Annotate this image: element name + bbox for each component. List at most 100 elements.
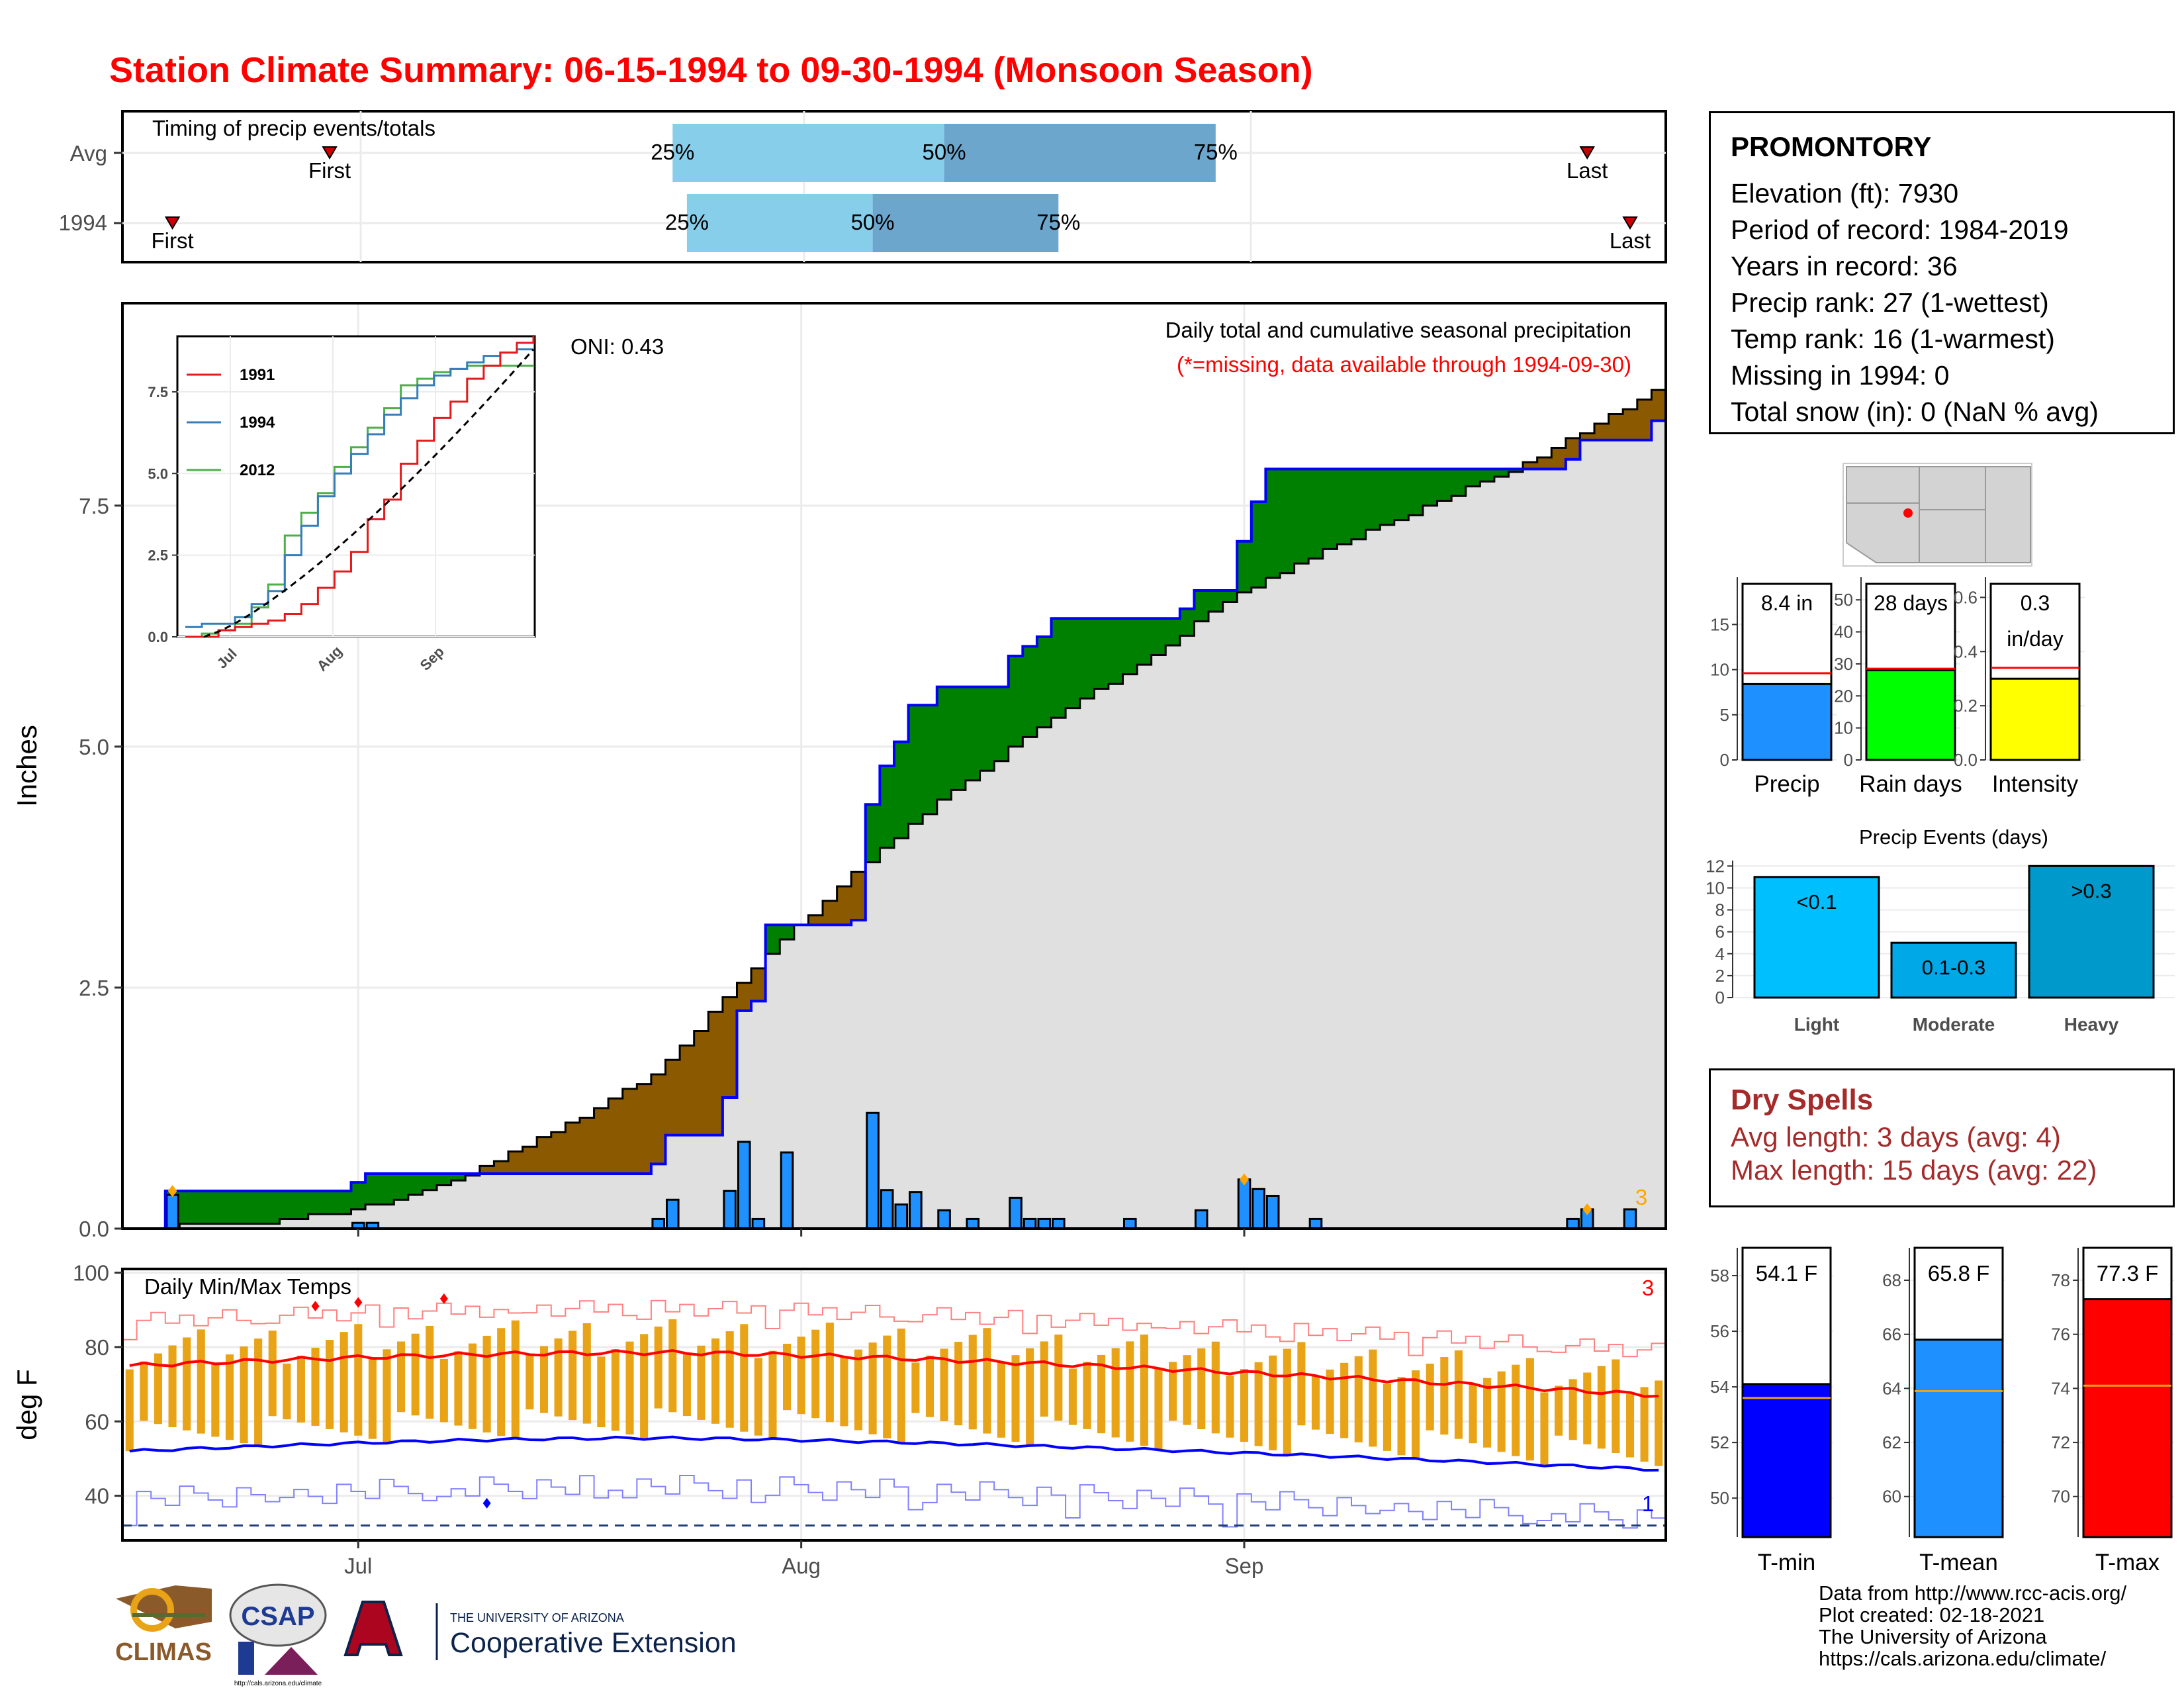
daily-precip-bar: [165, 1194, 179, 1230]
ua-big-text: Cooperative Extension: [450, 1627, 737, 1659]
daily-temp-range-bar: [1426, 1364, 1434, 1430]
daily-temp-range-bar: [811, 1329, 820, 1419]
daily-temp-range-bar: [740, 1324, 749, 1432]
summary-ytick-label: 50: [1834, 590, 1853, 610]
events-ytick-label: 2: [1715, 966, 1725, 986]
summary-ytick-label: 10: [1710, 660, 1729, 680]
events-bar-Heavy: [2028, 865, 2155, 999]
above-average-fill: [951, 686, 966, 790]
daily-temp-range-bar: [1068, 1368, 1077, 1425]
daily-temp-range-bar: [1040, 1341, 1048, 1417]
above-average-fill: [1394, 469, 1409, 520]
inset-ytick-label: 2.5: [148, 547, 168, 564]
summary-label-1: Rain days: [1859, 771, 1962, 797]
daily-temp-range-bar: [611, 1348, 619, 1431]
daily-temp-range-bar: [768, 1350, 777, 1440]
above-average-fill: [1408, 469, 1424, 516]
daily-temp-range-bar: [183, 1337, 191, 1430]
daily-temp-range-bar: [511, 1320, 520, 1440]
timing-panel: Timing of precip events/totals Avg 1994 …: [59, 110, 1667, 263]
above-average-fill: [308, 1191, 323, 1215]
above-average-fill: [994, 686, 1009, 761]
daily-temp-range-bar: [625, 1341, 634, 1435]
daily-temp-range-bar: [1583, 1372, 1592, 1444]
record-high-marker: [439, 1293, 448, 1304]
above-average-fill: [1222, 590, 1238, 602]
below-average-fill: [708, 1011, 723, 1135]
temp-summary-ytick-label: 62: [1882, 1432, 1901, 1452]
dry-spells-panel: Dry Spells Avg length: 3 days (avg: 4) M…: [1709, 1068, 2175, 1207]
above-average-fill: [1294, 469, 1309, 564]
oni-label: ONI: 0.43: [570, 334, 664, 359]
daily-temp-range-bar: [1383, 1383, 1391, 1451]
above-average-fill: [408, 1173, 424, 1196]
average-tmin-line: [129, 1435, 1659, 1472]
daily-temp-range-bar: [1211, 1341, 1220, 1434]
temp-ytick-label: 80: [85, 1335, 109, 1360]
credits: Data from http://www.rcc-acis.org/ Plot …: [1819, 1582, 2126, 1669]
station-years: Years in record: 36: [1731, 251, 1958, 281]
above-average-fill: [1437, 469, 1452, 501]
precip-ytick-label: 2.5: [79, 976, 109, 1000]
timing-q50-label-1994: 50%: [851, 210, 895, 234]
above-average-fill: [1451, 469, 1467, 496]
temp-panel: 40 60 80 100 Jul Aug Sep Daily Min/Max Temps d…: [11, 1261, 1667, 1578]
above-average-fill: [1208, 590, 1224, 612]
below-average-fill: [508, 1151, 523, 1174]
daily-temp-range-bar: [968, 1335, 977, 1430]
temp-summary-ytick-label: 78: [2051, 1270, 2070, 1290]
daily-precip-bar: [1194, 1209, 1208, 1230]
temp-count-low: 1: [1642, 1491, 1654, 1516]
record-high-marker: [354, 1297, 363, 1308]
temp-xtick-label: Aug: [782, 1554, 821, 1578]
daily-temp-range-bar: [1612, 1359, 1620, 1453]
station-snow: Total snow (in): 0 (NaN % avg): [1731, 397, 2099, 427]
daily-temp-range-bar: [1597, 1366, 1606, 1449]
timing-q25-label-1994: 25%: [665, 210, 709, 234]
below-average-fill: [1623, 409, 1638, 440]
above-average-fill: [1079, 618, 1095, 699]
daily-precip-bar: [1237, 1178, 1251, 1230]
summary-ytick-label: 0.4: [1954, 641, 1978, 661]
daily-temp-range-bar: [1397, 1377, 1406, 1456]
daily-temp-range-bar: [554, 1338, 563, 1417]
above-average-fill: [1365, 469, 1381, 530]
summary-bar-Rain days: [1865, 669, 1956, 761]
below-average-fill: [637, 1084, 652, 1174]
daily-temp-range-bar: [354, 1324, 363, 1436]
temp-summary-bar-T-mean: [1913, 1338, 2004, 1538]
above-average-fill: [1008, 655, 1023, 747]
multi-day-marker: [1582, 1203, 1592, 1215]
temp-summary-ytick-label: 66: [1882, 1325, 1901, 1344]
above-average-fill: [294, 1191, 309, 1219]
temp-summary-ytick-label: 56: [1710, 1321, 1729, 1341]
dry-spells-avg: Avg length: 3 days (avg: 4): [1731, 1121, 2061, 1152]
station-period: Period of record: 1984-2019: [1731, 214, 2069, 245]
daily-temp-range-bar: [1354, 1356, 1363, 1442]
cumulative-average-area: [122, 390, 1666, 1229]
timing-last-marker-1994: [1622, 216, 1638, 230]
daily-temp-range-bar: [1512, 1364, 1520, 1456]
above-average-fill: [1480, 469, 1495, 482]
daily-temp-range-bar: [1254, 1362, 1263, 1446]
precip-panel-title-line2: (*=missing, data available through 1994-…: [1177, 352, 1631, 377]
daily-temp-range-bar: [1369, 1349, 1377, 1447]
timing-last-label-avg: Last: [1567, 158, 1608, 183]
daily-temp-range-bar: [468, 1343, 477, 1429]
daily-temp-range-bar: [682, 1352, 691, 1417]
below-average-fill: [665, 1060, 680, 1135]
daily-temp-range-bar: [1154, 1368, 1163, 1450]
daily-precip-bar: [880, 1189, 894, 1230]
above-average-fill: [780, 925, 795, 940]
below-average-fill: [479, 1166, 495, 1174]
daily-temp-range-bar: [897, 1329, 905, 1442]
daily-temp-range-bar: [1655, 1380, 1663, 1466]
dry-spells-title: Dry Spells: [1731, 1084, 1874, 1116]
record-high-marker: [311, 1301, 320, 1312]
multi-day-marker: [1240, 1173, 1250, 1186]
summary-bars: 0 5 10 15 8.4 in Precip 0 10 20 30 40 50 28 days Rain…: [1710, 577, 2085, 797]
temp-summary-bars: 50 52 54 56 58 54.1 F T-min 60 62 64 66 68 65.8 F T-m…: [1710, 1246, 2174, 1575]
summary-value2-2: in/day: [2007, 627, 2063, 651]
below-average-fill: [579, 1117, 595, 1174]
